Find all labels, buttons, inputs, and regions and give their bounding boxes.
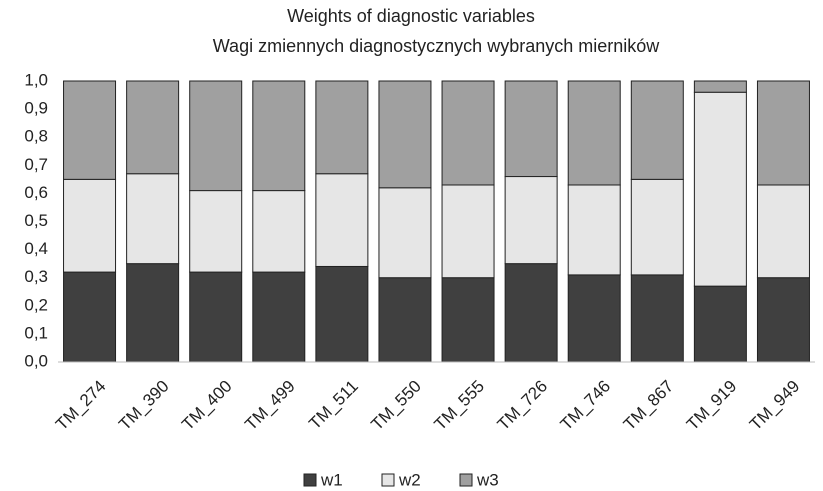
x-tick-label: TM_550 [367,377,425,435]
bar-segment [315,173,369,267]
bar-segment [756,80,810,186]
bar-segment [378,187,432,279]
bar-segment [63,80,117,180]
x-tick-label: TM_555 [431,377,489,435]
chart-subtitle: Wagi zmiennych diagnostycznych wybranych… [213,36,661,56]
bar-segment [189,190,243,273]
x-tick-label: TM_726 [494,377,552,435]
y-tick-label: 0,3 [24,267,48,286]
bar-segment [630,274,684,363]
bar-segment [630,80,684,180]
bar-segment [504,263,558,363]
x-tick-label: TM_400 [178,377,236,435]
x-tick-label: TM_919 [683,377,741,435]
legend-label: w3 [476,470,499,489]
legend-label: w1 [320,470,343,489]
bar-segment [252,271,306,363]
bar-segment [252,80,306,192]
y-tick-label: 0,2 [24,295,48,314]
bar-segment [693,80,747,93]
x-tick-label: TM_949 [746,377,804,435]
bar-segment [126,80,180,175]
bar-segment [63,271,117,363]
bar-segment [504,80,558,178]
bar-segment [630,178,684,276]
legend-swatch [303,473,317,487]
bar-segment [189,271,243,363]
y-tick-label: 0,9 [24,99,48,118]
bar-segment [567,184,621,276]
bar-segment [756,184,810,279]
bar-segment [441,80,495,186]
bar-segment [693,285,747,363]
bar-segment [693,91,747,287]
y-tick-label: 0,5 [24,211,48,230]
bar-segment [252,190,306,273]
legend-swatch [381,473,395,487]
bar-segment [756,277,810,363]
chart-title: Weights of diagnostic variables [287,6,535,26]
bar-segment [567,80,621,186]
bar-segment [441,184,495,279]
bar-segment [315,265,369,363]
x-tick-label: TM_746 [557,377,615,435]
y-tick-label: 0,8 [24,127,48,146]
legend-label: w2 [398,470,421,489]
y-tick-label: 0,1 [24,323,48,342]
bar-segment [189,80,243,192]
x-tick-label: TM_390 [115,377,173,435]
y-tick-label: 0,4 [24,239,48,258]
bar-segment [126,263,180,363]
x-tick-label: TM_499 [241,377,299,435]
y-tick-label: 0,0 [24,351,48,370]
legend-swatch [459,473,473,487]
bar-segment [315,80,369,175]
bar-segment [63,178,117,273]
y-tick-label: 1,0 [24,70,48,89]
bar-segment [378,277,432,363]
bar-segment [378,80,432,189]
bar-segment [126,173,180,265]
y-tick-label: 0,6 [24,183,48,202]
bar-segment [567,274,621,363]
bar-segment [504,176,558,265]
x-tick-label: TM_274 [52,377,110,435]
y-tick-label: 0,7 [24,155,48,174]
bar-segment [441,277,495,363]
x-tick-label: TM_511 [305,377,362,434]
x-tick-label: TM_867 [620,377,678,435]
